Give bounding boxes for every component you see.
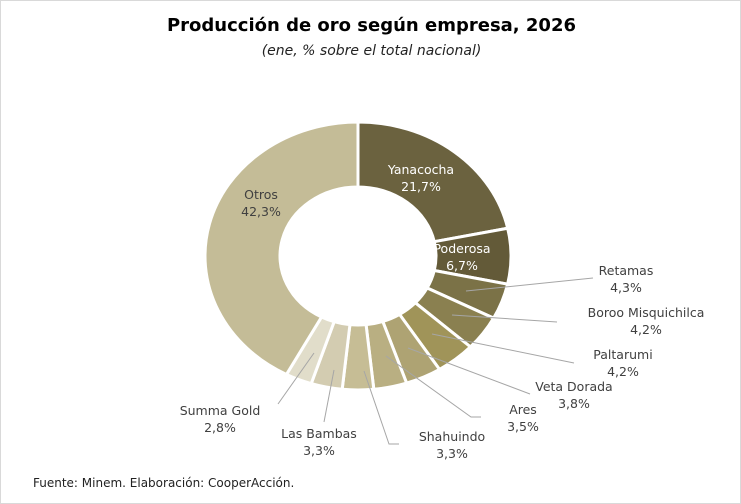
leader-line-paltarumi [431,333,575,364]
label-summa-gold: Summa Gold [180,403,261,418]
label-boroo-misquichilca: Boroo Misquichilca [588,305,705,320]
leader-line-veta-dorada [407,347,531,395]
slice-otros [203,120,360,377]
label-las-bambas: Las Bambas [281,426,357,441]
leader-line-ares [385,355,481,418]
label-ares: Ares [509,402,537,417]
label-shahuindo: Shahuindo [419,429,485,444]
value-label-boroo-misquichilca: 4,2% [630,322,662,337]
label-retamas: Retamas [599,263,654,278]
label-otros: Otros [244,187,278,202]
label-yanacocha: Yanacocha [387,162,454,177]
value-label-retamas: 4,3% [610,280,642,295]
leader-line-boroo-misquichilca [451,314,558,323]
value-label-otros: 42,3% [241,204,281,219]
source-note: Fuente: Minem. Elaboración: CooperAcción… [33,476,295,490]
slice-yanacocha [356,120,510,244]
leader-line-summa-gold [277,352,315,405]
label-paltarumi: Paltarumi [593,347,652,362]
chart-subtitle: (ene, % sobre el total nacional) [261,43,482,59]
leader-line-shahuindo [363,370,399,445]
leader-line-retamas [465,277,594,292]
value-label-poderosa: 6,7% [446,258,478,273]
chart-title: Producción de oro según empresa, 2026 [166,15,577,36]
value-label-summa-gold: 2,8% [204,420,236,435]
value-label-las-bambas: 3,3% [303,443,335,458]
label-poderosa: Poderosa [433,241,490,256]
value-label-veta-dorada: 3,8% [558,396,590,411]
value-label-yanacocha: 21,7% [401,179,441,194]
leader-line-las-bambas [323,369,335,423]
value-label-shahuindo: 3,3% [436,446,468,461]
value-label-paltarumi: 4,2% [607,364,639,379]
label-veta-dorada: Veta Dorada [535,379,612,394]
value-label-ares: 3,5% [507,419,539,434]
